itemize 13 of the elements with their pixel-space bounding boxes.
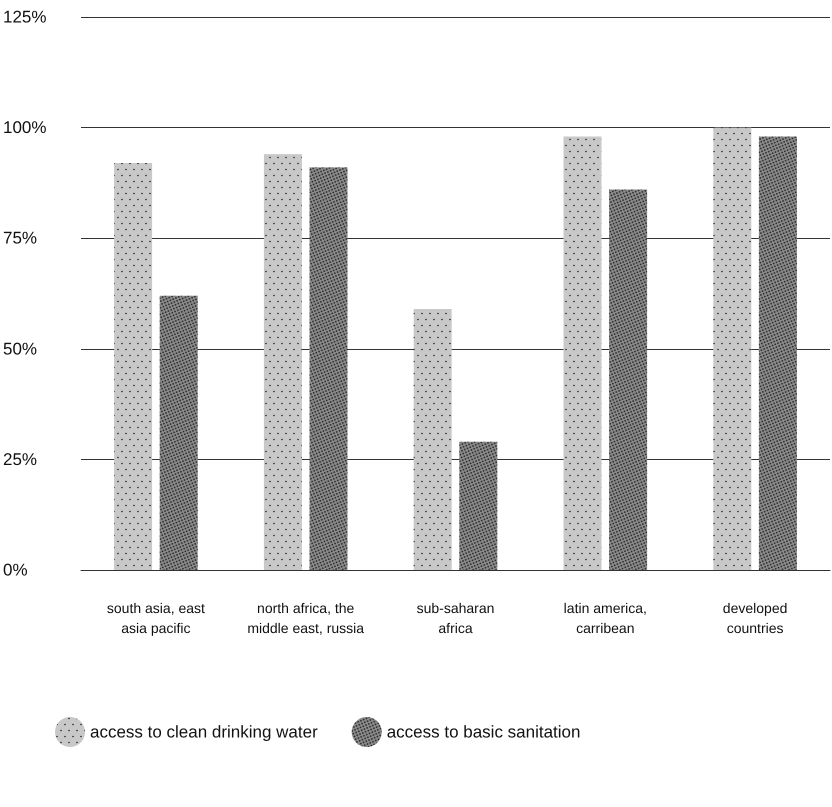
x-tick-label: developed countries bbox=[722, 600, 788, 636]
y-tick-label: 25% bbox=[3, 450, 38, 469]
x-tick-label: sub-saharan africa bbox=[416, 600, 494, 636]
y-tick-label: 50% bbox=[3, 339, 38, 358]
legend-label: access to clean drinking water bbox=[90, 722, 318, 742]
x-tick-label: south asia, east asia pacific bbox=[106, 600, 206, 636]
y-tick-label: 100% bbox=[3, 118, 46, 138]
y-tick-label: 0% bbox=[3, 560, 28, 580]
y-tick-label: 125% bbox=[3, 8, 46, 26]
x-tick-label: latin america, carribean bbox=[564, 600, 647, 636]
legend-label: access to basic sanitation bbox=[386, 722, 580, 742]
y-tick-label: 75% bbox=[3, 228, 38, 248]
x-tick-label: north africa, the middle east, russia bbox=[247, 600, 364, 636]
